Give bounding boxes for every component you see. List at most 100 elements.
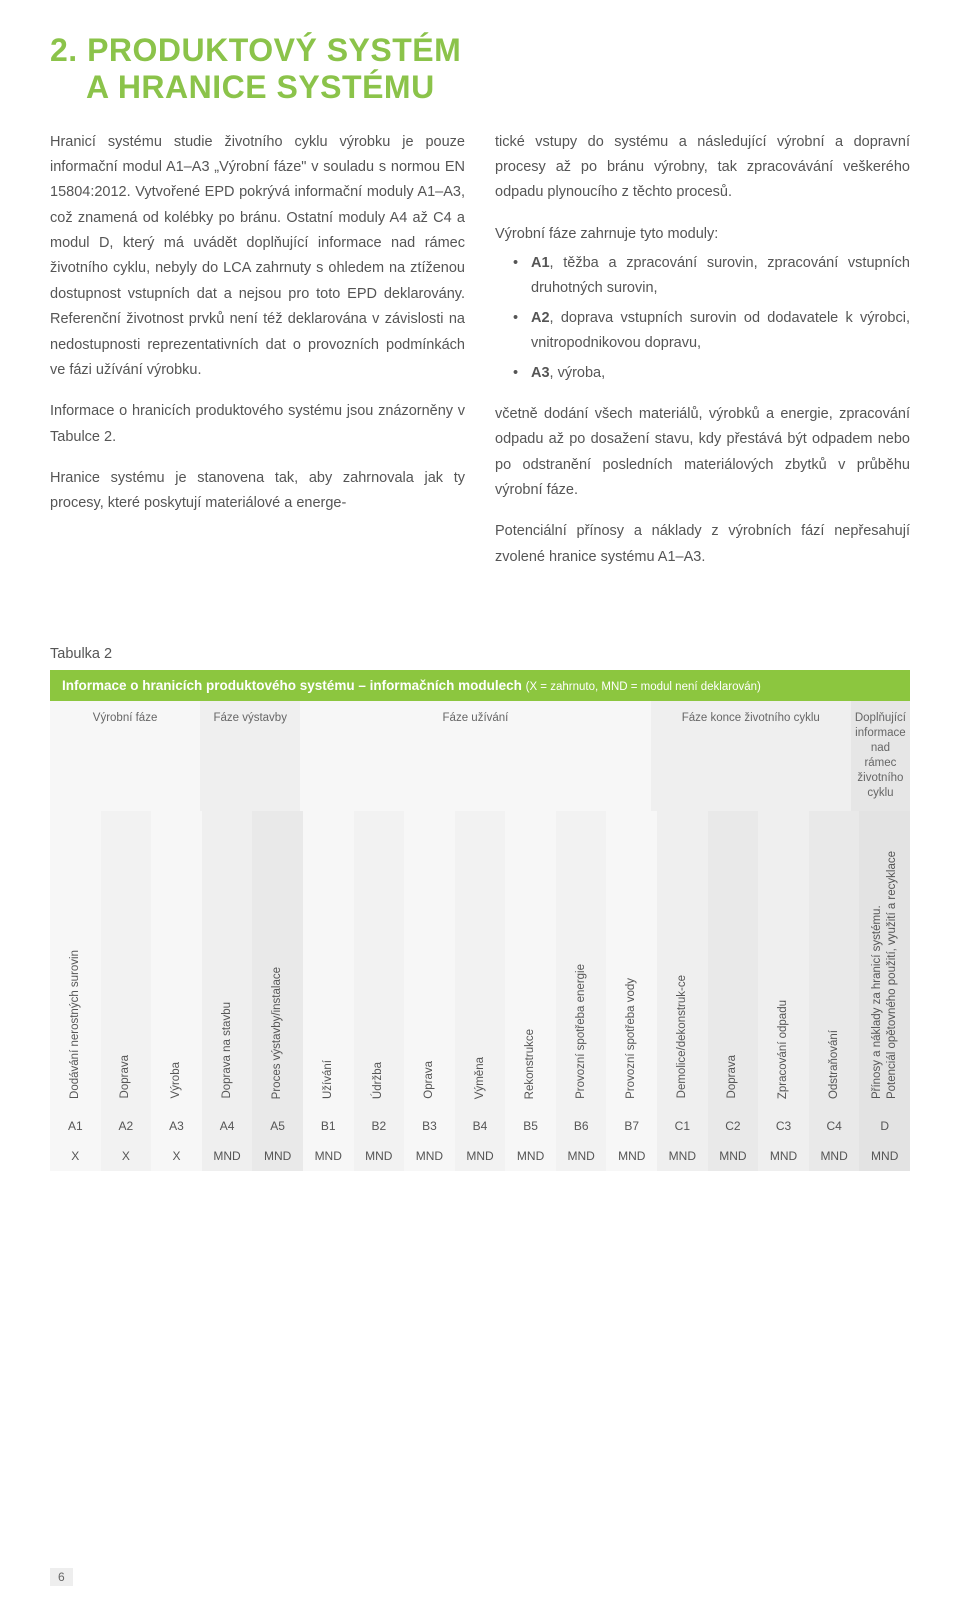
module-value-cell: X: [101, 1141, 152, 1171]
module-value-cell: MND: [657, 1141, 708, 1171]
module-label-cell: Výroba: [151, 811, 202, 1111]
module-label: Doprava: [118, 1055, 133, 1098]
module-label: Odstraňování: [827, 1030, 842, 1099]
module-value-cell: MND: [202, 1141, 253, 1171]
module-code-cell: A5: [252, 1111, 303, 1141]
module-label: Přínosy a náklady za hranicí systému. Po…: [870, 851, 900, 1099]
table-header-legend: (X = zahrnuto, MND = modul není deklarov…: [526, 681, 761, 693]
module-label-cell: Provozní spotřeba energie: [556, 811, 607, 1111]
module-label: Doprava: [725, 1055, 740, 1098]
phase-row: Výrobní fázeFáze výstavbyFáze užíváníFáz…: [50, 701, 910, 811]
heading-line2: A HRANICE SYSTÉMU: [50, 69, 435, 105]
module-label-cell: Zpracování odpadu: [758, 811, 809, 1111]
module-label-cell: Provozní spotřeba vody: [606, 811, 657, 1111]
module-label-cell: Oprava: [404, 811, 455, 1111]
module-label: Výměna: [473, 1057, 488, 1099]
module-label: Zpracování odpadu: [776, 1000, 791, 1099]
section-heading: 2. PRODUKTOVÝ SYSTÉM A HRANICE SYSTÉMU: [50, 32, 910, 106]
table-header-band: Informace o hranicích produktového systé…: [50, 670, 910, 701]
module-value-cell: MND: [354, 1141, 405, 1171]
module-code-cell: B2: [354, 1111, 405, 1141]
module-label-cell: Odstraňování: [809, 811, 860, 1111]
module-value-cell: MND: [303, 1141, 354, 1171]
module-label: Užívání: [321, 1060, 336, 1099]
module-label-cell: Proces výstavby/instalace: [252, 811, 303, 1111]
phase-group-cell: Fáze užívání: [300, 701, 650, 811]
left-p1: Hranicí systému studie životního cyklu v…: [50, 130, 465, 384]
left-p2: Informace o hranicích produktového systé…: [50, 399, 465, 450]
bullet-list: A1, těžba a zpracování surovin, zpracová…: [513, 251, 910, 386]
module-label: Rekonstrukce: [523, 1029, 538, 1099]
module-label-cell: Užívání: [303, 811, 354, 1111]
module-code-cell: C2: [708, 1111, 759, 1141]
module-label: Doprava na stavbu: [220, 1002, 235, 1099]
module-value-cell: X: [50, 1141, 101, 1171]
module-label-cell: Rekonstrukce: [505, 811, 556, 1111]
module-label-cell: Výměna: [455, 811, 506, 1111]
right-p1: tické vstupy do systému a následující vý…: [495, 130, 910, 206]
module-label-cell: Demolice/dekonstruk-ce: [657, 811, 708, 1111]
phase-group-cell: Doplňující informace nad rámec životního…: [851, 701, 910, 811]
module-code-cell: D: [859, 1111, 910, 1141]
right-column: tické vstupy do systému a následující vý…: [495, 130, 910, 587]
module-label: Provozní spotřeba vody: [624, 978, 639, 1099]
module-code-cell: A4: [202, 1111, 253, 1141]
heading-line1: 2. PRODUKTOVÝ SYSTÉM: [50, 32, 461, 68]
module-code-cell: C3: [758, 1111, 809, 1141]
left-p3: Hranice systému je stanovena tak, aby za…: [50, 466, 465, 517]
module-value-cell: MND: [708, 1141, 759, 1171]
module-label: Demolice/dekonstruk-ce: [675, 975, 690, 1098]
phase-group-cell: Výrobní fáze: [50, 701, 200, 811]
module-code-cell: C4: [809, 1111, 860, 1141]
module-code-cell: B4: [455, 1111, 506, 1141]
right-p-last: Potenciální přínosy a náklady z výrobníc…: [495, 519, 910, 570]
module-label: Oprava: [422, 1061, 437, 1099]
left-column: Hranicí systému studie životního cyklu v…: [50, 130, 465, 587]
module-value-cell: MND: [404, 1141, 455, 1171]
module-code-cell: C1: [657, 1111, 708, 1141]
module-label: Údržba: [371, 1062, 386, 1099]
module-label-cell: Doprava: [708, 811, 759, 1111]
module-value-cell: MND: [859, 1141, 910, 1171]
module-label-cell: Přínosy a náklady za hranicí systému. Po…: [859, 811, 910, 1111]
bullet-a2: A2, doprava vstupních surovin od dodavat…: [513, 306, 910, 357]
module-value-cell: MND: [758, 1141, 809, 1171]
table-caption: Tabulka 2: [50, 646, 910, 662]
module-label-cell: Dodávání nerostných surovin: [50, 811, 101, 1111]
module-value-cell: MND: [809, 1141, 860, 1171]
module-code-cell: B5: [505, 1111, 556, 1141]
labels-row: Dodávání nerostných surovin Doprava Výroba…: [50, 811, 910, 1111]
modules-table: Informace o hranicích produktového systé…: [50, 670, 910, 1171]
page-number: 6: [50, 1568, 73, 1586]
module-code-cell: B1: [303, 1111, 354, 1141]
module-label: Provozní spotřeba energie: [574, 964, 589, 1099]
right-intro: Výrobní fáze zahrnuje tyto moduly:: [495, 222, 910, 247]
module-value-cell: MND: [252, 1141, 303, 1171]
module-code-cell: A2: [101, 1111, 152, 1141]
table-header-strong: Informace o hranicích produktového systé…: [62, 678, 522, 693]
body-columns: Hranicí systému studie životního cyklu v…: [50, 130, 910, 587]
module-value-cell: MND: [606, 1141, 657, 1171]
codes-row: A1A2A3A4A5B1B2B3B4B5B6B7C1C2C3C4D: [50, 1111, 910, 1141]
bullet-a3: A3, výroba,: [513, 361, 910, 386]
module-label-cell: Údržba: [354, 811, 405, 1111]
module-value-cell: MND: [505, 1141, 556, 1171]
module-label: Dodávání nerostných surovin: [68, 950, 83, 1099]
module-value-cell: MND: [455, 1141, 506, 1171]
module-value-cell: X: [151, 1141, 202, 1171]
module-code-cell: B7: [606, 1111, 657, 1141]
bullet-a1: A1, těžba a zpracování surovin, zpracová…: [513, 251, 910, 302]
module-label: Proces výstavby/instalace: [270, 967, 285, 1099]
module-label-cell: Doprava: [101, 811, 152, 1111]
module-code-cell: A1: [50, 1111, 101, 1141]
phase-group-cell: Fáze konce životního cyklu: [651, 701, 851, 811]
module-label-cell: Doprava na stavbu: [202, 811, 253, 1111]
vals-row: XXXMNDMNDMNDMNDMNDMNDMNDMNDMNDMNDMNDMNDM…: [50, 1141, 910, 1171]
module-code-cell: B3: [404, 1111, 455, 1141]
module-value-cell: MND: [556, 1141, 607, 1171]
module-code-cell: A3: [151, 1111, 202, 1141]
module-label: Výroba: [169, 1062, 184, 1098]
right-p-after: včetně dodání všech materiálů, výrobků a…: [495, 402, 910, 504]
phase-group-cell: Fáze výstavby: [200, 701, 300, 811]
module-code-cell: B6: [556, 1111, 607, 1141]
